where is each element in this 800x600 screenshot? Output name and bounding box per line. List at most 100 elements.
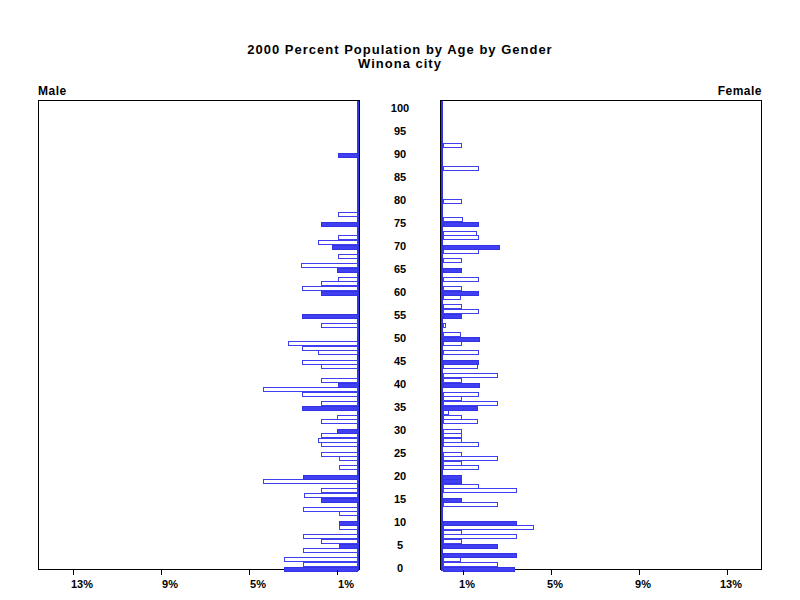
male-tick-label-1pct: 1%: [326, 578, 366, 590]
bar-female-age-6: [443, 539, 462, 544]
female-tick-label-5pct: 5%: [535, 578, 575, 590]
bar-female-age-7: [443, 534, 517, 539]
bar-female-age-32: [443, 419, 478, 424]
bar-female-age-8: [443, 530, 462, 535]
age-label-75: 75: [370, 217, 430, 229]
bar-female-age-61: [443, 286, 462, 291]
bar-male-age-38: [302, 392, 358, 397]
bar-male-age-20: [303, 475, 358, 480]
bar-male-age-77: [338, 212, 358, 217]
bar-male-age-10: [339, 521, 358, 526]
bar-female-age-45: [443, 360, 479, 365]
bar-male-age-60: [321, 291, 358, 296]
bar-male-age-53: [321, 323, 358, 328]
age-label-70: 70: [370, 240, 430, 252]
male-tick-1pct: [337, 570, 338, 575]
age-label-30: 30: [370, 424, 430, 436]
bar-male-age-2: [284, 557, 358, 562]
age-label-100: 100: [370, 102, 430, 114]
bar-male-age-65: [337, 268, 358, 273]
age-label-65: 65: [370, 263, 430, 275]
bar-female-age-80: [443, 199, 462, 204]
bar-female-age-17: [443, 488, 517, 493]
bar-male-age-9: [339, 525, 358, 530]
bar-female-age-36: [443, 401, 498, 406]
bar-male-age-1: [303, 562, 358, 567]
bar-male-age-22: [339, 465, 358, 470]
bar-female-age-67: [443, 258, 462, 263]
bar-male-age-33: [337, 415, 358, 420]
bar-female-age-65: [443, 268, 462, 273]
bar-female-age-28: [443, 438, 462, 443]
bar-female-age-29: [443, 433, 462, 438]
age-label-40: 40: [370, 378, 430, 390]
bar-male-age-66: [301, 263, 358, 268]
bar-male-age-68: [338, 254, 358, 259]
bar-male-age-62: [321, 281, 358, 286]
age-label-60: 60: [370, 286, 430, 298]
female-tick-label-9pct: 9%: [623, 578, 663, 590]
bar-female-age-57: [443, 304, 462, 309]
female-tick-1pct: [463, 570, 464, 575]
bar-male-age-71: [318, 240, 358, 245]
female-tick-label-1pct: 1%: [447, 578, 487, 590]
bar-female-age-2: [443, 557, 461, 562]
male-panel: [38, 100, 360, 570]
bar-male-age-7: [303, 534, 358, 539]
age-label-45: 45: [370, 355, 430, 367]
bar-male-age-28: [318, 438, 358, 443]
female-panel-label: Female: [718, 84, 762, 98]
bar-female-age-1: [443, 562, 498, 567]
bar-female-age-53: [443, 323, 446, 328]
bar-female-age-34: [443, 410, 449, 415]
age-label-0: 0: [370, 562, 430, 574]
age-label-55: 55: [370, 309, 430, 321]
bar-female-age-41: [443, 378, 462, 383]
bar-male-age-4: [303, 548, 358, 553]
chart-title: 2000 Percent Population by Age by Gender: [0, 42, 800, 57]
bar-female-age-40: [443, 383, 480, 388]
bar-female-age-35: [443, 406, 478, 411]
bar-female-age-60: [443, 291, 479, 296]
bar-female-age-50: [443, 337, 480, 342]
female-panel: [440, 100, 762, 570]
bar-female-age-49: [443, 341, 462, 346]
bar-male-age-44: [321, 364, 358, 369]
bar-male-age-75: [321, 222, 358, 227]
bar-female-age-55: [443, 314, 462, 319]
age-label-15: 15: [370, 493, 430, 505]
age-label-20: 20: [370, 470, 430, 482]
bar-male-age-35: [302, 406, 358, 411]
bar-male-age-41: [321, 378, 358, 383]
bar-male-age-29: [321, 433, 358, 438]
female-tick-9pct: [639, 570, 640, 575]
bar-female-age-22: [443, 465, 479, 470]
bar-female-age-0: [443, 567, 515, 572]
male-tick-13pct: [73, 570, 74, 575]
age-label-80: 80: [370, 194, 430, 206]
chart-subtitle: Winona city: [0, 56, 800, 71]
bar-male-age-36: [321, 401, 358, 406]
bar-male-age-12: [339, 511, 358, 516]
bar-female-age-44: [443, 364, 478, 369]
bar-male-age-45: [302, 360, 358, 365]
age-label-85: 85: [370, 171, 430, 183]
age-label-50: 50: [370, 332, 430, 344]
bar-male-age-39: [263, 387, 358, 392]
bar-female-age-51: [443, 332, 461, 337]
bar-female-age-5: [443, 544, 498, 549]
bar-male-age-72: [338, 235, 358, 240]
bar-female-age-23: [443, 461, 462, 466]
bar-female-age-70: [443, 245, 500, 250]
bar-female-age-19: [443, 479, 462, 484]
bar-male-age-16: [304, 493, 358, 498]
bar-female-age-15: [443, 498, 462, 503]
age-label-5: 5: [370, 539, 430, 551]
bar-male-age-17: [321, 488, 358, 493]
bar-female-age-59: [443, 295, 461, 300]
age-label-90: 90: [370, 148, 430, 160]
age-label-95: 95: [370, 125, 430, 137]
bar-female-age-75: [443, 222, 479, 227]
bar-male-age-30: [337, 429, 358, 434]
male-tick-label-9pct: 9%: [150, 578, 190, 590]
